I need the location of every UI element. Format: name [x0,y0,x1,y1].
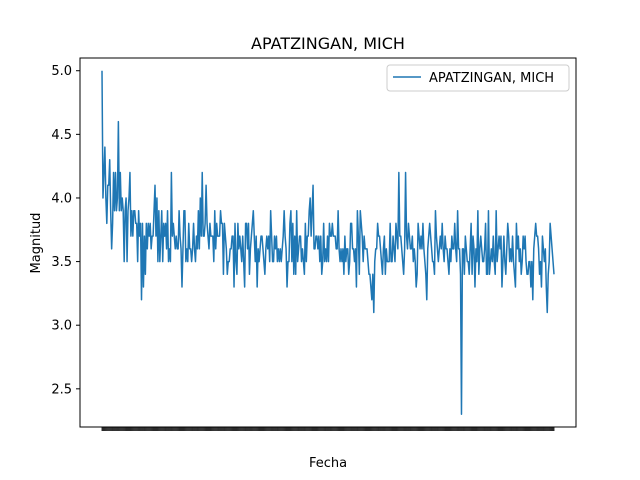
legend-label: APATZINGAN, MICH [429,71,554,86]
y-tick-label: 3.0 [51,319,72,334]
y-axis-ticks: 2.5 3.0 3.5 4.0 4.5 5.0 [51,64,80,397]
x-axis-label: Fecha [309,456,347,471]
x-axis-ticks [101,427,555,431]
y-axis-label: Magnitud [29,213,44,274]
y-tick-label: 3.5 [51,255,72,270]
legend: APATZINGAN, MICH [386,64,570,92]
legend-frame [386,64,570,92]
series-layer [101,70,555,416]
y-tick-label: 4.5 [51,128,72,143]
series-line [101,70,555,416]
y-tick-label: 2.5 [51,382,72,397]
chart-title: APATZINGAN, MICH [251,34,405,53]
plot-frame [79,57,577,428]
y-tick-label: 5.0 [51,64,72,79]
y-tick-label: 4.0 [51,191,72,206]
